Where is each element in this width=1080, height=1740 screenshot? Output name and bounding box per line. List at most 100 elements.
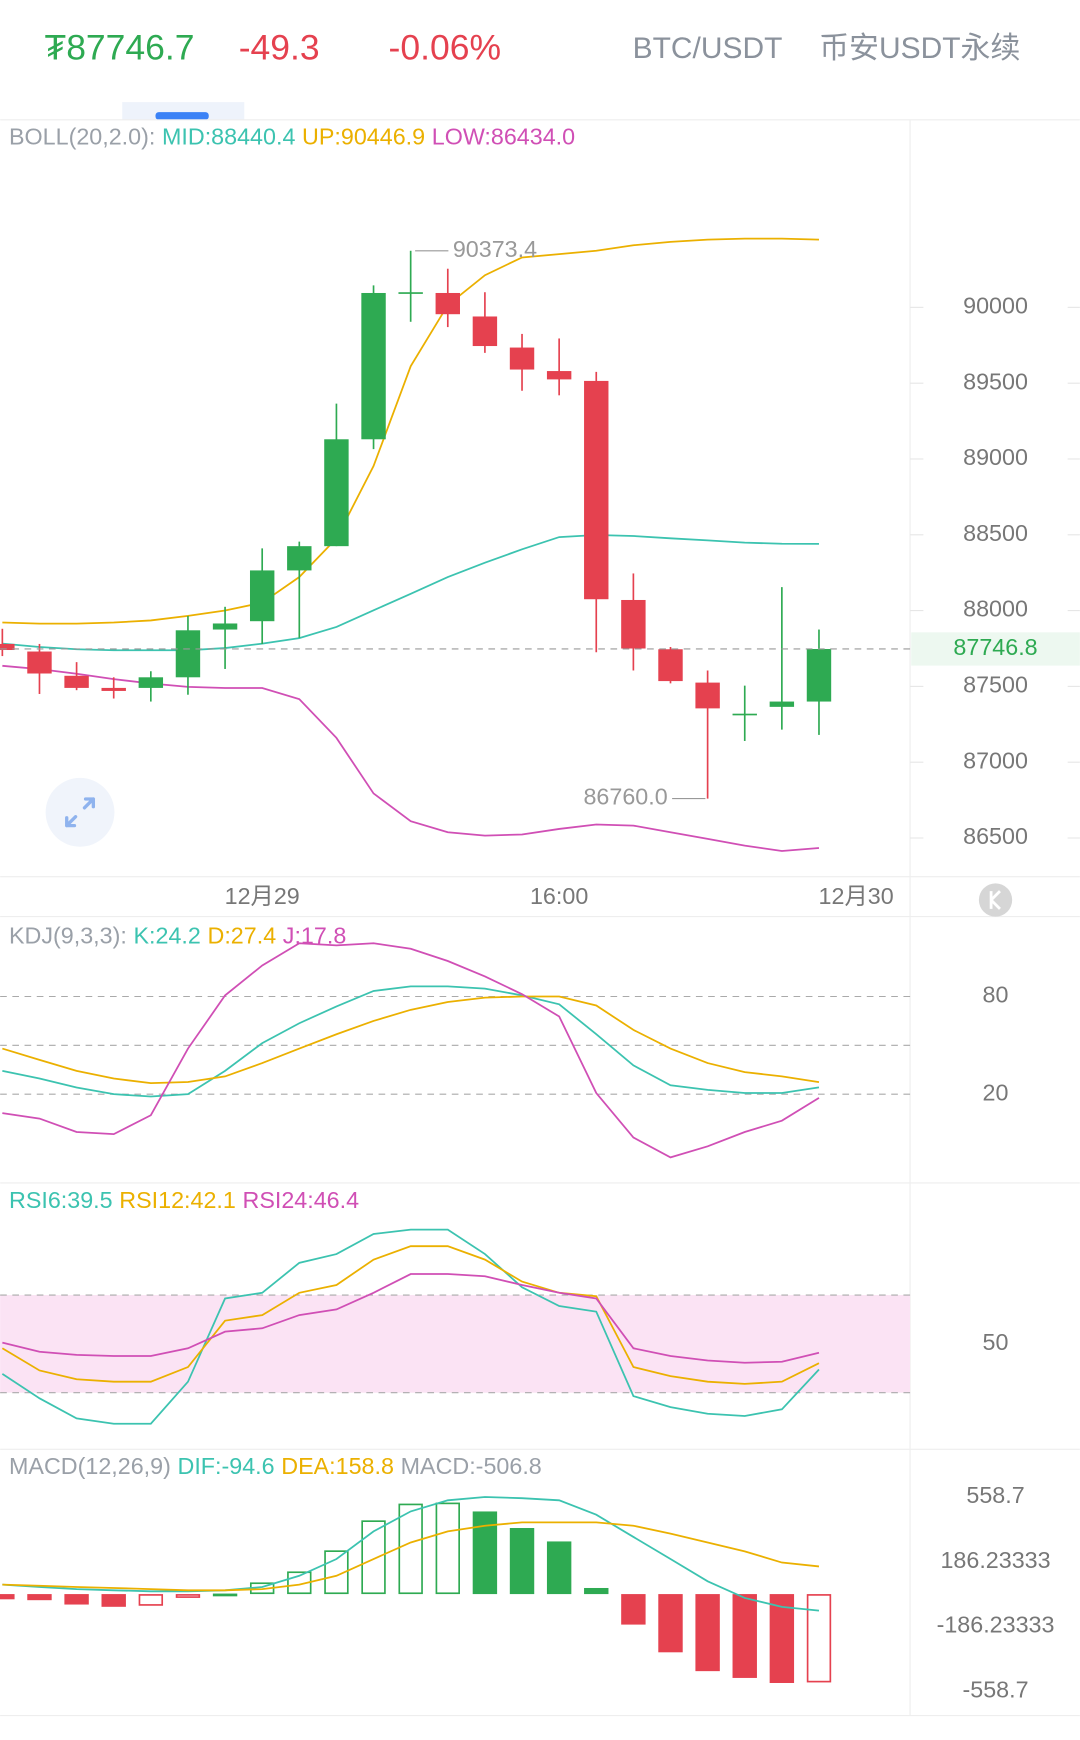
candle-body bbox=[658, 649, 683, 682]
legend-item: D:27.4 bbox=[208, 923, 277, 949]
legend-item: DEA:158.8 bbox=[281, 1453, 394, 1479]
tab-indicator bbox=[155, 112, 209, 120]
band bbox=[0, 1295, 911, 1393]
candle-body bbox=[509, 347, 535, 370]
y-tick-label: -186.23333 bbox=[937, 1612, 1055, 1638]
market[interactable]: 币安USDT永续 bbox=[819, 32, 1020, 65]
legend-item: UP:90446.9 bbox=[302, 124, 425, 150]
candle-body bbox=[212, 623, 238, 630]
expand-button[interactable] bbox=[45, 777, 115, 847]
y-tick-label: -558.7 bbox=[962, 1677, 1028, 1703]
indicator-line bbox=[2, 237, 820, 625]
candle-body bbox=[64, 675, 89, 688]
macd-bar bbox=[101, 1594, 126, 1607]
macd-bar bbox=[27, 1594, 52, 1601]
legend-item: RSI6:39.5 bbox=[9, 1187, 113, 1213]
candle-body bbox=[472, 316, 498, 347]
candle-body bbox=[287, 546, 312, 571]
legend-indicator: MACD(12,26,9) bbox=[9, 1453, 171, 1479]
indicator-line bbox=[2, 1521, 820, 1592]
candle-body bbox=[27, 651, 52, 674]
candle-body bbox=[138, 677, 164, 688]
macd-bar bbox=[212, 1593, 238, 1597]
y-tick-label: 87000 bbox=[963, 747, 1028, 773]
candle-body bbox=[324, 439, 349, 547]
y-tick-label: 89500 bbox=[963, 368, 1028, 394]
legend: MACD(12,26,9) DIF:-94.6 DEA:158.8 MACD:-506… bbox=[9, 1453, 542, 1479]
candle-body bbox=[621, 599, 646, 649]
candle-body bbox=[361, 292, 386, 440]
candle-body bbox=[101, 687, 126, 691]
legend-item: RSI24:46.4 bbox=[243, 1187, 360, 1213]
last-price-label: 87746.8 bbox=[953, 634, 1037, 660]
y-tick-label: 88500 bbox=[963, 520, 1028, 546]
y-tick-label: 80 bbox=[983, 982, 1009, 1008]
macd-bar bbox=[472, 1511, 498, 1595]
last-price-box bbox=[911, 632, 1080, 666]
candle-body bbox=[806, 648, 832, 702]
y-tick-label: 90000 bbox=[963, 293, 1028, 319]
legend-item: J:17.8 bbox=[283, 923, 346, 949]
macd-bar bbox=[64, 1594, 89, 1605]
macd-bar bbox=[806, 1594, 832, 1683]
candle-body bbox=[398, 292, 423, 294]
candle-body bbox=[695, 682, 720, 709]
macd-bar bbox=[769, 1594, 795, 1683]
legend: BOLL(20,2.0): MID:88440.4 UP:90446.9 LOW:86… bbox=[9, 124, 575, 150]
macd-bar bbox=[361, 1520, 386, 1595]
y-tick-label: 89000 bbox=[963, 444, 1028, 470]
indicator-line bbox=[2, 1496, 820, 1612]
macd-bar bbox=[695, 1594, 720, 1672]
low-label: 86760.0 bbox=[583, 784, 667, 810]
candle-body bbox=[732, 713, 757, 716]
last-price: ₮87746.7 bbox=[45, 27, 195, 67]
macd-bar bbox=[175, 1594, 201, 1598]
price-change: -49.3 bbox=[239, 27, 320, 67]
legend-item: RSI12:42.1 bbox=[119, 1187, 236, 1213]
legend-indicator: BOLL(20,2.0): bbox=[9, 124, 155, 150]
x-tick-label: 12月29 bbox=[225, 883, 300, 909]
macd-bar bbox=[509, 1528, 535, 1595]
x-tick-label: 12月30 bbox=[819, 883, 894, 909]
legend-item: DIF:-94.6 bbox=[178, 1453, 275, 1479]
macd-bar bbox=[658, 1594, 683, 1653]
indicator-line bbox=[2, 985, 820, 1098]
candle-body bbox=[175, 630, 201, 678]
macd-bar bbox=[0, 1594, 15, 1600]
candle-body bbox=[435, 292, 460, 315]
candle-body bbox=[584, 380, 609, 600]
macd-bar bbox=[732, 1594, 757, 1678]
legend-item: MACD:-506.8 bbox=[401, 1453, 542, 1479]
symbol[interactable]: BTC/USDT bbox=[633, 32, 783, 65]
legend: RSI6:39.5 RSI12:42.1 RSI24:46.4 bbox=[9, 1187, 359, 1213]
indicator-line bbox=[2, 1273, 820, 1364]
macd-bar bbox=[138, 1594, 164, 1606]
y-tick-label: 50 bbox=[983, 1329, 1009, 1355]
legend-item: LOW:86434.0 bbox=[432, 124, 575, 150]
y-tick-label: 87500 bbox=[963, 672, 1028, 698]
candle-body bbox=[249, 570, 275, 622]
macd-bar bbox=[584, 1587, 609, 1595]
legend: KDJ(9,3,3): K:24.2 D:27.4 J:17.8 bbox=[9, 923, 346, 949]
candle-body bbox=[546, 371, 572, 380]
legend-item: K:24.2 bbox=[133, 923, 200, 949]
indicator-line bbox=[1, 1228, 820, 1425]
price-change-pct: -0.06% bbox=[389, 27, 501, 67]
indicator-line bbox=[2, 664, 820, 852]
kline-toggle[interactable] bbox=[978, 883, 1013, 917]
macd-bar bbox=[398, 1503, 423, 1595]
indicator-line bbox=[2, 942, 820, 1159]
macd-bar bbox=[621, 1594, 646, 1625]
macd-bar bbox=[435, 1502, 460, 1595]
y-tick-label: 186.23333 bbox=[940, 1547, 1050, 1573]
legend-item: MID:88440.4 bbox=[162, 124, 295, 150]
y-tick-label: 86500 bbox=[963, 823, 1028, 849]
x-tick-label: 16:00 bbox=[530, 883, 588, 909]
high-label: 90373.4 bbox=[453, 236, 537, 262]
y-tick-label: 20 bbox=[983, 1079, 1009, 1105]
y-tick-label: 558.7 bbox=[966, 1482, 1024, 1508]
tab-bg bbox=[122, 102, 245, 120]
legend-indicator: KDJ(9,3,3): bbox=[9, 923, 127, 949]
candle-body bbox=[0, 643, 15, 651]
